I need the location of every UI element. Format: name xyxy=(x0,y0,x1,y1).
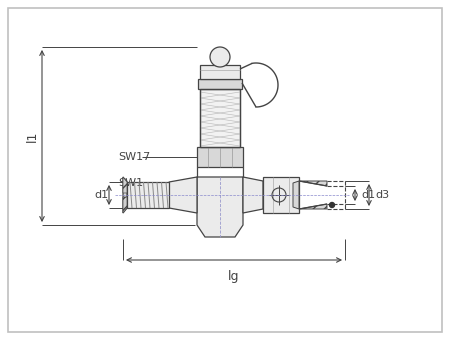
Polygon shape xyxy=(123,197,127,213)
Text: l1: l1 xyxy=(26,130,39,142)
Polygon shape xyxy=(299,181,327,186)
Polygon shape xyxy=(299,204,327,209)
Polygon shape xyxy=(293,181,299,209)
Bar xyxy=(200,89,240,147)
Polygon shape xyxy=(123,177,127,193)
Polygon shape xyxy=(243,177,263,213)
Bar xyxy=(200,89,240,147)
Text: SW17: SW17 xyxy=(118,152,150,162)
Polygon shape xyxy=(197,177,243,237)
Bar xyxy=(197,147,243,167)
Circle shape xyxy=(210,47,230,67)
Text: d3: d3 xyxy=(375,190,389,200)
Text: d1: d1 xyxy=(361,190,375,200)
Bar xyxy=(200,65,240,79)
Bar xyxy=(127,182,169,208)
Text: SW1: SW1 xyxy=(118,178,143,188)
Bar xyxy=(263,177,299,213)
Circle shape xyxy=(329,203,334,207)
Polygon shape xyxy=(123,177,127,213)
Text: lg: lg xyxy=(228,270,240,283)
Text: d1: d1 xyxy=(94,190,108,200)
Bar xyxy=(198,79,242,89)
Polygon shape xyxy=(169,177,197,213)
